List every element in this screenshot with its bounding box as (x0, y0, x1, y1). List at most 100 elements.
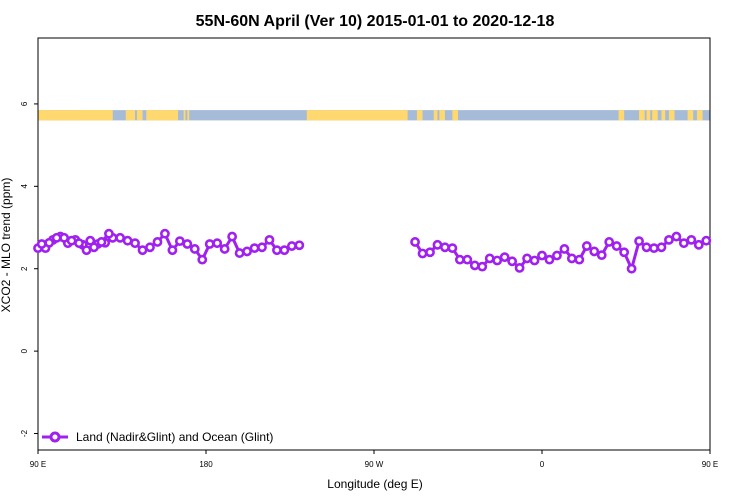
data-point (279, 245, 290, 256)
data-point (425, 247, 435, 258)
data-point (693, 239, 704, 250)
data-point (664, 234, 674, 245)
data-point (81, 245, 92, 256)
x-axis-label: Longitude (deg E) (327, 477, 422, 491)
y-tick-label: 4 (20, 184, 29, 189)
data-point (286, 241, 297, 251)
map-strip-land (652, 110, 658, 121)
data-point (440, 242, 450, 253)
data-point (74, 238, 84, 249)
data-point (234, 248, 245, 258)
data-point (581, 241, 592, 251)
data-point (559, 244, 570, 254)
data-point (160, 228, 170, 239)
map-strip-land (646, 110, 651, 121)
data-point (227, 231, 238, 242)
x-tick-label: 90 E (702, 460, 718, 469)
data-point (566, 253, 577, 264)
data-point (656, 242, 667, 253)
map-strip-land (696, 110, 703, 121)
x-tick-label: 90 E (30, 460, 46, 469)
data-point (686, 234, 697, 245)
data-point (137, 245, 148, 256)
x-tick-label: 90 W (365, 460, 384, 469)
data-point (130, 238, 140, 249)
map-strip-land (639, 110, 645, 121)
y-tick-label: 2 (20, 266, 29, 271)
map-strip-land (452, 110, 458, 121)
data-point (122, 235, 133, 246)
data-point (626, 263, 637, 274)
data-point (417, 248, 428, 259)
plot-area: -2 0 2 4 6 90 E 180 90 W 0 90 E (20, 37, 718, 469)
data-point (484, 253, 495, 264)
y-axis-label: XCO2 - MLO trend (ppm) (0, 178, 13, 313)
data-point (174, 236, 185, 247)
data-point (611, 241, 622, 251)
data-point (544, 254, 555, 265)
data-point (574, 254, 585, 265)
data-point (249, 243, 260, 254)
map-strip-land (433, 110, 438, 121)
legend: Land (Nadir&Glint) and Ocean (Glint) (42, 430, 273, 444)
data-point (454, 254, 465, 265)
data-point (145, 242, 155, 253)
data-point (66, 235, 77, 246)
data-point (51, 232, 62, 243)
map-strip-land (439, 110, 445, 121)
data-point (604, 237, 615, 247)
map-strip-land (187, 110, 190, 121)
map-strip-land (148, 110, 178, 121)
data-point (167, 245, 178, 256)
data-point (701, 235, 712, 246)
y-tick-label: -2 (20, 429, 29, 437)
data-point (182, 239, 193, 249)
data-point (89, 242, 99, 253)
data-point (589, 246, 600, 257)
map-strip-land (183, 110, 186, 121)
data-point (641, 242, 652, 253)
data-point (596, 250, 607, 261)
map-strip-land (80, 110, 113, 121)
data-point (212, 238, 223, 249)
data-point (671, 231, 682, 242)
data-point (410, 237, 420, 247)
data-point (462, 254, 473, 265)
y-tick-label: 0 (20, 348, 29, 353)
map-strip-land (136, 110, 143, 121)
map-strip-land (618, 110, 625, 121)
data-point (469, 260, 480, 271)
data-point (514, 262, 525, 273)
map-strip-land (125, 110, 136, 121)
data-point (104, 228, 114, 239)
data-point (634, 236, 644, 247)
data-point (529, 255, 540, 266)
data-point (552, 250, 562, 261)
y-tick-label: 6 (20, 101, 29, 106)
data-point (44, 237, 55, 248)
map-strip-land (306, 110, 408, 121)
data-point (36, 239, 47, 249)
x-tick-label: 180 (199, 460, 213, 469)
data-point (242, 246, 252, 257)
map-strip-land (41, 110, 46, 121)
data-point (257, 242, 267, 253)
map-strip-land (38, 110, 113, 121)
data-point (537, 250, 547, 261)
data-point (96, 237, 107, 247)
chart-title: 55N-60N April (Ver 10) 2015-01-01 to 202… (196, 13, 555, 30)
data-point (59, 232, 70, 243)
legend-swatch-marker (49, 431, 61, 443)
data-point (189, 244, 200, 254)
data-point (152, 237, 163, 247)
data-point (447, 243, 458, 254)
data-point (477, 261, 488, 272)
data-point (219, 244, 230, 254)
data-point (197, 254, 208, 265)
data-point (649, 243, 659, 254)
data-point (204, 239, 215, 249)
data-point (432, 239, 443, 250)
data-point (115, 232, 126, 243)
x-tick-label: 0 (540, 460, 545, 469)
